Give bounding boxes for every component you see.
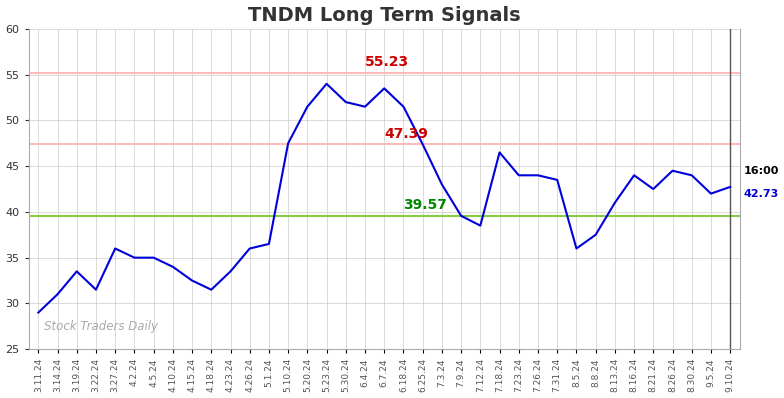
Text: 55.23: 55.23	[365, 55, 409, 69]
Text: 42.73: 42.73	[744, 189, 779, 199]
Text: 39.57: 39.57	[404, 198, 448, 212]
Title: TNDM Long Term Signals: TNDM Long Term Signals	[248, 6, 521, 25]
Text: 16:00: 16:00	[744, 166, 779, 176]
Text: Stock Traders Daily: Stock Traders Daily	[44, 320, 158, 333]
Text: 47.39: 47.39	[384, 127, 428, 140]
